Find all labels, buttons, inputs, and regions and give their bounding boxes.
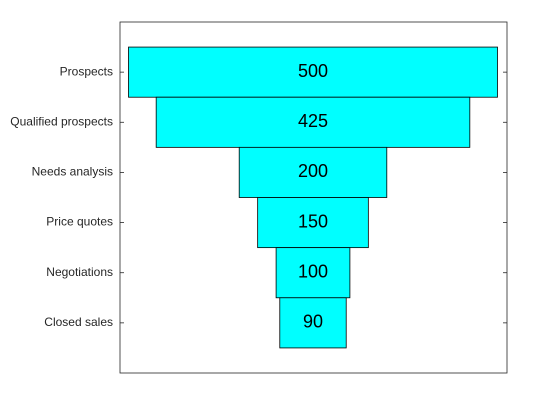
- y-tick-label: Qualified prospects: [10, 114, 113, 128]
- value-label: 200: [298, 161, 328, 181]
- funnel-bar: [279, 297, 347, 349]
- funnel-bar: [238, 146, 388, 198]
- y-tick-label: Closed sales: [44, 315, 113, 329]
- y-tick-label: Price quotes: [46, 215, 113, 229]
- funnel-bar: [128, 46, 498, 98]
- value-label: 500: [298, 61, 328, 81]
- value-label: 90: [303, 312, 323, 332]
- y-tick-label: Negotiations: [46, 265, 113, 279]
- value-label: 425: [298, 111, 328, 131]
- funnel-bar: [275, 247, 351, 299]
- value-label: 150: [298, 211, 328, 231]
- y-tick-label: Prospects: [60, 64, 113, 78]
- funnel-bar: [155, 96, 471, 148]
- funnel-bar: [257, 197, 369, 249]
- value-label: 100: [298, 261, 328, 281]
- y-tick-label: Needs analysis: [32, 165, 113, 179]
